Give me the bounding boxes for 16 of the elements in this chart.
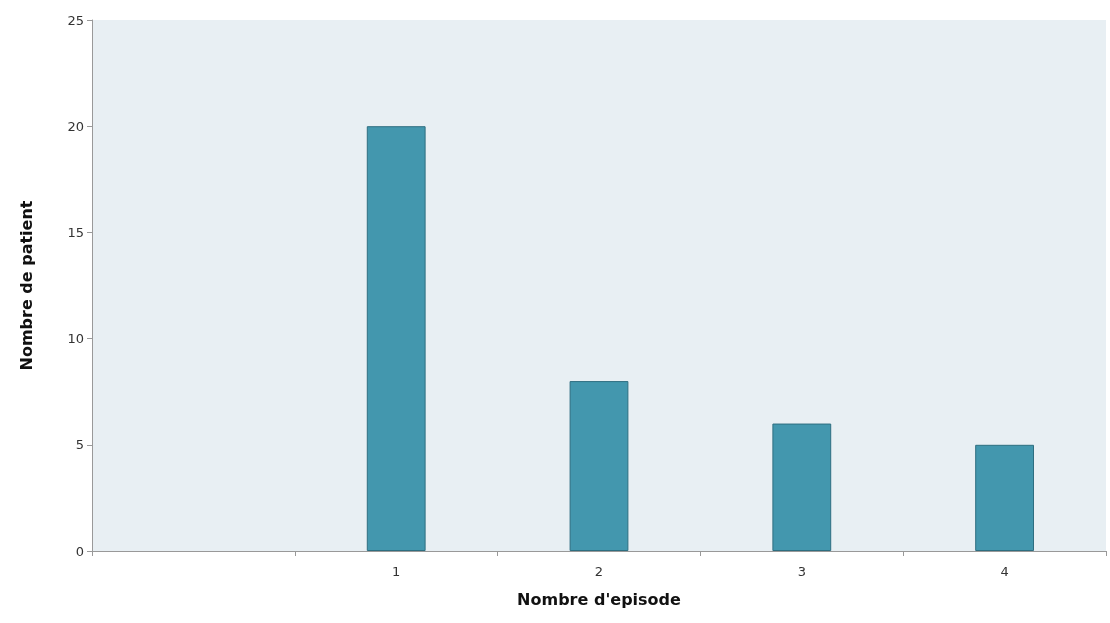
x-axis-title: Nombre d'episode xyxy=(517,589,682,609)
x-tick-label: 4 xyxy=(1000,564,1009,579)
y-axis-title: Nombre de patient xyxy=(16,200,36,371)
bar xyxy=(366,126,426,551)
y-tick-label: 15 xyxy=(67,224,84,240)
y-tick-label: 25 xyxy=(67,12,84,28)
y-tick-label: 0 xyxy=(75,543,84,559)
x-tick-label: 3 xyxy=(797,564,806,579)
x-tick-label: 1 xyxy=(392,564,401,579)
bar xyxy=(975,444,1035,551)
y-tick-label: 20 xyxy=(67,118,84,134)
x-tick-label: 2 xyxy=(594,564,604,579)
bar xyxy=(569,381,629,551)
bar xyxy=(772,423,832,551)
y-tick-label: 5 xyxy=(75,437,84,453)
y-tick-label: 10 xyxy=(67,331,84,347)
